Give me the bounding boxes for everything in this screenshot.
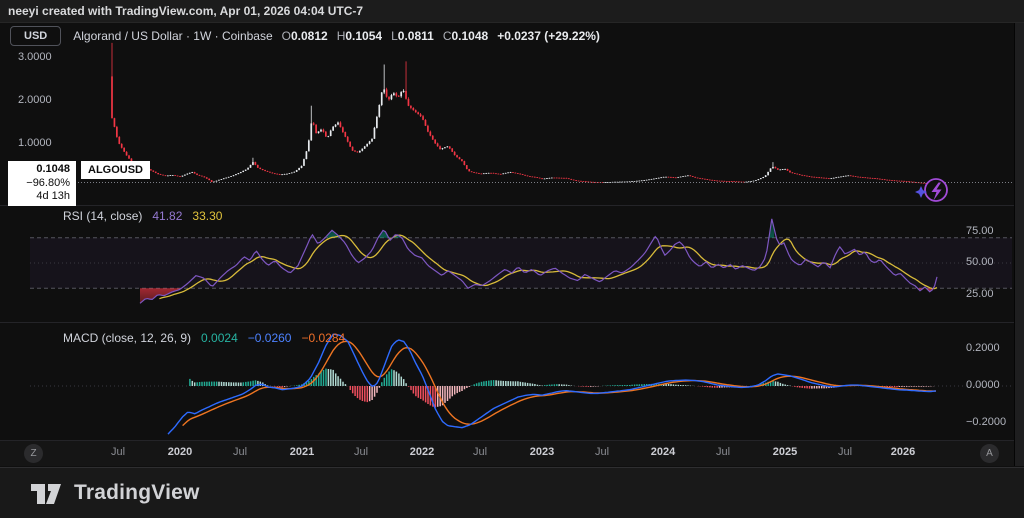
time-axis-label: 2021 (289, 446, 315, 458)
attribution-text: neeyi created with TradingView.com, Apr … (8, 4, 364, 18)
time-axis[interactable]: Jul 2020 Jul 2021 Jul 2022 Jul 2023 Jul 2024 Jul 20… (0, 441, 1014, 466)
rsi-scale-label: 50.00 (966, 256, 994, 268)
symbol-title: Algorand / US Dollar · 1W · Coinbase (73, 29, 273, 43)
rsi-title: RSI (14, close) (63, 209, 143, 223)
rsi-scale-label: 75.00 (966, 224, 994, 237)
sparkle-icon (915, 186, 927, 198)
panel-gridlines (30, 237, 1012, 387)
change-percent-value: −96.80% (26, 176, 70, 189)
last-price-label: 0.1048 −96.80% 4d 13h (8, 161, 76, 206)
time-axis-label: 2026 (890, 446, 916, 458)
symbol-name-label: ALGOUSD (81, 161, 150, 179)
lightning-badge[interactable] (924, 178, 948, 202)
time-axis-label: Jul (837, 446, 853, 458)
price-change: +0.0237 (+29.22%) (497, 29, 600, 43)
ohlc-close: C0.1048 (442, 29, 489, 43)
tradingview-brand[interactable]: TradingView (74, 481, 200, 504)
attribution-bar: neeyi created with TradingView.com, Apr … (0, 0, 1024, 23)
time-axis-label: Jul (110, 446, 126, 458)
time-axis-label: Jul (594, 446, 610, 458)
macd-line-value: −0.0260 (247, 331, 292, 345)
macd-scale-label: 0.2000 (966, 342, 1000, 354)
panel-divider[interactable] (0, 322, 1014, 323)
time-axis-label: 2023 (529, 446, 555, 458)
time-axis-label: 2025 (772, 446, 798, 458)
ohlc-high: H0.1054 (336, 29, 383, 43)
rsi-ma-value: 33.30 (192, 209, 223, 223)
footer-bar: TradingView (0, 467, 1024, 518)
macd-hist-value: 0.0024 (201, 331, 238, 345)
time-axis-label: Jul (232, 446, 248, 458)
ohlc-low: L0.0811 (391, 29, 434, 43)
last-price-value: 0.1048 (36, 163, 70, 175)
auto-scale-badge[interactable]: A (980, 444, 999, 463)
time-axis-label: 2022 (409, 446, 435, 458)
rsi-plot (139, 218, 938, 304)
macd-title: MACD (close, 12, 26, 9) (63, 331, 192, 345)
price-candles (111, 42, 937, 185)
panel-divider (0, 440, 1014, 441)
time-axis-label: 2020 (167, 446, 193, 458)
rsi-legend[interactable]: RSI (14, close) 41.82 33.30 (63, 209, 222, 223)
time-axis-label: Jul (715, 446, 731, 458)
timezone-badge[interactable]: Z (24, 444, 43, 463)
lightning-icon (931, 182, 942, 201)
rsi-scale-label: 25.00 (966, 287, 994, 300)
macd-signal-value: −0.0284 (301, 331, 346, 345)
tradingview-logo-icon[interactable] (28, 479, 64, 507)
macd-scale-label: 0.0000 (966, 379, 1000, 391)
ohlc-open: O0.0812 (281, 29, 328, 43)
ohlc-values: O0.0812 H0.1054 L0.0811 C0.1048 (282, 29, 489, 43)
price-scale-label: 1.0000 (18, 137, 52, 149)
symbol-legend[interactable]: Algorand / US Dollar · 1W · Coinbase O0.… (73, 29, 600, 43)
currency-toggle-button[interactable]: USD (10, 26, 62, 46)
price-scale-label: 2.0000 (18, 94, 52, 106)
time-axis-label: Jul (472, 446, 488, 458)
macd-legend[interactable]: MACD (close, 12, 26, 9) 0.0024 −0.0260 −… (63, 331, 345, 345)
rsi-value: 41.82 (152, 209, 183, 223)
price-scale-label: 3.0000 (18, 51, 52, 63)
time-axis-label: Jul (353, 446, 369, 458)
collapsed-right-toolbar[interactable] (1014, 22, 1024, 466)
time-axis-label: 2024 (650, 446, 676, 458)
panel-divider[interactable] (0, 205, 1014, 206)
bar-countdown: 4d 13h (36, 190, 70, 202)
macd-scale-label: −0.2000 (966, 416, 1007, 428)
macd-plot (167, 333, 936, 435)
